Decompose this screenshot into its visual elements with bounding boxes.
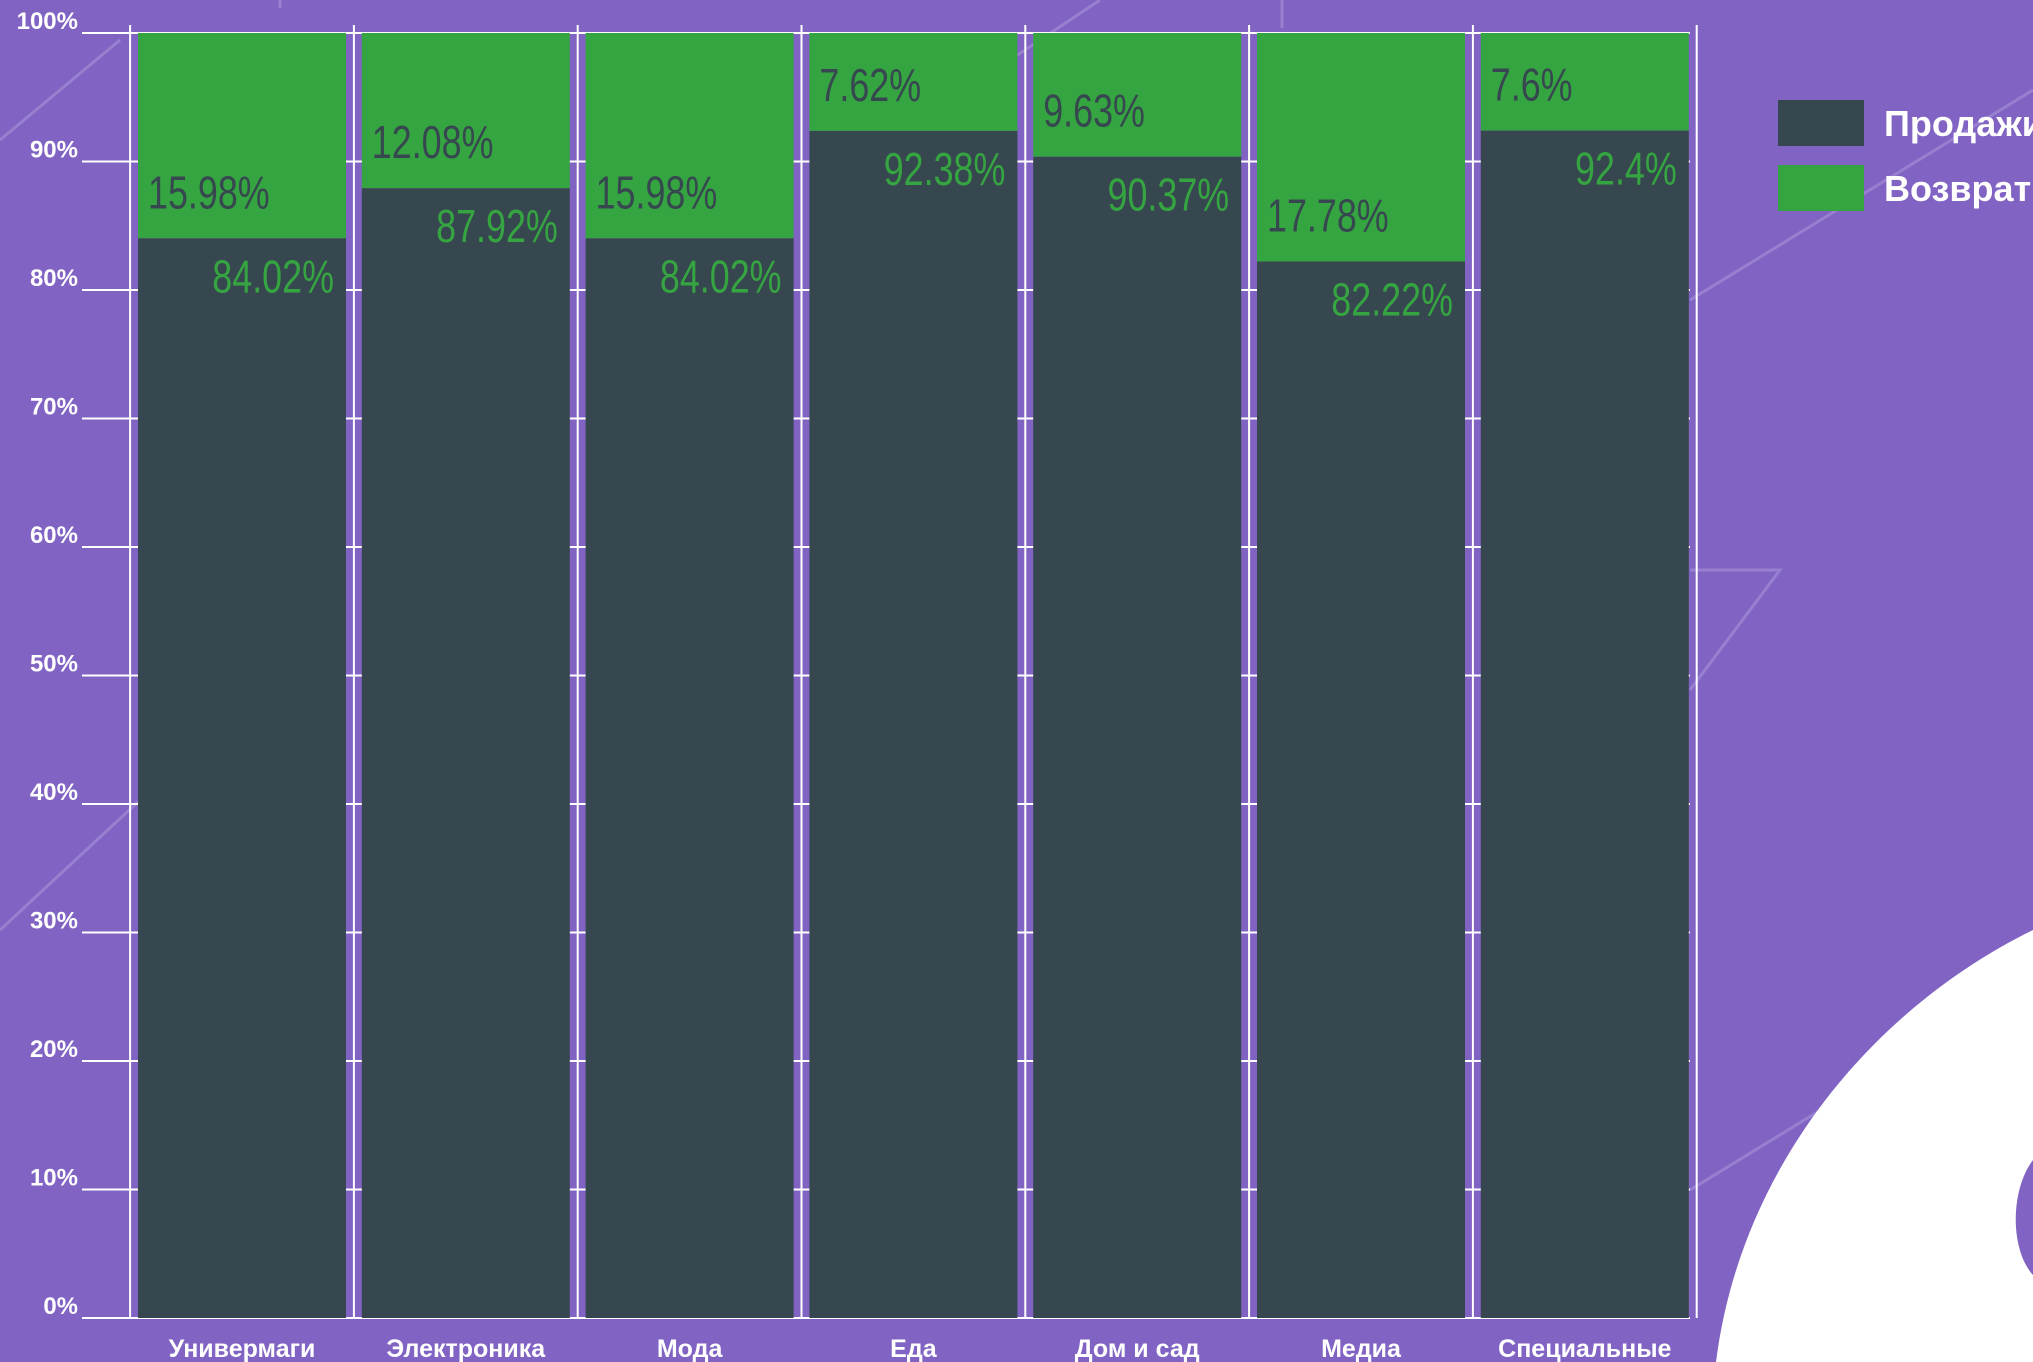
bar-segment-returns — [138, 33, 346, 239]
data-label-returns: 7.62% — [819, 60, 921, 111]
data-label-sales: 87.92% — [436, 201, 558, 252]
data-label-sales: 82.22% — [1331, 274, 1453, 325]
data-label-sales: 92.38% — [884, 144, 1006, 195]
bar-segment-returns — [1480, 33, 1689, 131]
data-label-returns: 9.63% — [1043, 85, 1145, 136]
bar-group: 7.62% 92.38% — [809, 33, 1018, 1319]
decorative-circle — [1716, 930, 2033, 1362]
legend-label: Продажи — [1884, 103, 2033, 144]
legend-label: Возврат — [1884, 168, 2031, 209]
y-tick-label: 100% — [17, 8, 78, 35]
y-tick-label: 40% — [30, 779, 78, 806]
bar-segment-sales — [1480, 130, 1689, 1318]
bar-group: 12.08% 87.92% — [361, 33, 570, 1318]
legend-swatch — [1778, 165, 1864, 211]
bar-group: 15.98% 84.02% — [138, 33, 346, 1318]
data-label-returns: 12.08% — [372, 117, 494, 168]
bar-segment-returns — [1033, 33, 1242, 157]
bar-segment-returns — [361, 33, 570, 189]
bar-group: 17.78% 82.22% — [1257, 33, 1465, 1318]
bar-segment-sales — [585, 238, 794, 1318]
x-tick-label: Специальные — [1498, 1335, 1671, 1362]
data-label-returns: 15.98% — [596, 167, 718, 218]
bar-group: 9.63% 90.37% — [1033, 33, 1242, 1319]
bar-group: 7.6%92.4% — [1480, 33, 1689, 1318]
x-tick-label: Универмаги — [169, 1335, 316, 1362]
x-tick-label: Дом и сад — [1075, 1335, 1200, 1362]
legend-swatch — [1778, 100, 1864, 146]
y-tick-label: 20% — [30, 1036, 78, 1063]
bar-segment-sales — [809, 130, 1018, 1319]
data-label-returns: 15.98% — [148, 167, 270, 218]
y-tick-label: 30% — [30, 908, 78, 935]
y-tick-label: 0% — [43, 1293, 78, 1320]
legend: Продажи Возврат — [1778, 100, 2033, 211]
x-tick-label: Мода — [657, 1335, 724, 1362]
bar-segment-sales — [1257, 261, 1465, 1318]
x-tick-label: Еда — [890, 1335, 938, 1362]
y-tick-label: 80% — [30, 265, 78, 292]
bar-group: 15.98% 84.02% — [585, 33, 794, 1318]
x-tick-label: Медиа — [1321, 1335, 1402, 1362]
x-tick-label: Электроника — [386, 1335, 546, 1362]
bars: 15.98% 84.02% 12.08% 87.92% 15.98% 84.02% 7.62… — [138, 33, 1689, 1319]
bar-segment-sales — [361, 188, 570, 1318]
data-label-sales: 90.37% — [1108, 169, 1230, 220]
data-label-sales: 92.4% — [1575, 143, 1677, 194]
bar-segment-sales — [1033, 156, 1242, 1319]
data-label-sales: 84.02% — [660, 251, 782, 302]
y-tick-label: 70% — [30, 394, 78, 421]
y-tick-label: 10% — [30, 1165, 78, 1192]
bar-segment-sales — [138, 238, 346, 1318]
bar-segment-returns — [1257, 33, 1465, 262]
y-tick-label: 50% — [30, 651, 78, 678]
data-label-sales: 84.02% — [212, 251, 334, 302]
y-tick-label: 90% — [30, 137, 78, 164]
data-label-returns: 7.6% — [1491, 59, 1573, 110]
y-axis: 0% 10% 20% 30% 40% 50% 60% 70% 80% 90% 100% — [17, 8, 78, 1320]
bar-segment-returns — [809, 33, 1018, 131]
data-label-returns: 17.78% — [1267, 190, 1389, 241]
y-tick-label: 60% — [30, 522, 78, 549]
x-axis: Универмаги Электроника Мода Еда Дом и сад Мед… — [169, 1335, 1672, 1362]
bar-segment-returns — [585, 33, 794, 239]
